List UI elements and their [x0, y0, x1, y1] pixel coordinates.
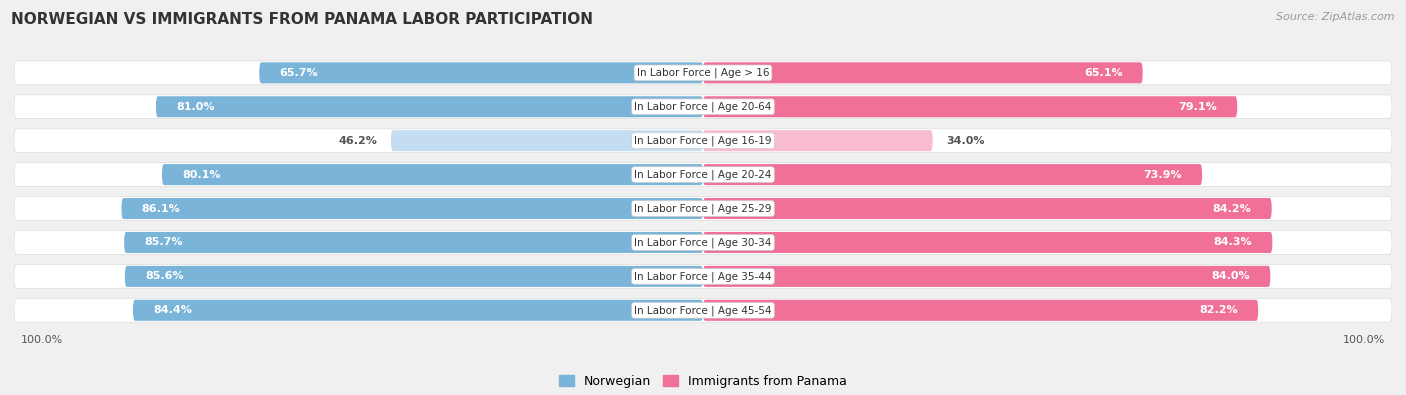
- FancyBboxPatch shape: [703, 300, 1258, 321]
- FancyBboxPatch shape: [14, 231, 1392, 254]
- Text: 85.6%: 85.6%: [145, 271, 184, 281]
- Text: 84.0%: 84.0%: [1212, 271, 1250, 281]
- Text: 73.9%: 73.9%: [1143, 169, 1182, 180]
- Text: 34.0%: 34.0%: [946, 136, 984, 146]
- FancyBboxPatch shape: [703, 232, 1272, 253]
- Text: In Labor Force | Age 30-34: In Labor Force | Age 30-34: [634, 237, 772, 248]
- FancyBboxPatch shape: [121, 198, 703, 219]
- Text: 79.1%: 79.1%: [1178, 102, 1218, 112]
- Text: 80.1%: 80.1%: [183, 169, 221, 180]
- Text: In Labor Force | Age 45-54: In Labor Force | Age 45-54: [634, 305, 772, 316]
- FancyBboxPatch shape: [391, 130, 703, 151]
- FancyBboxPatch shape: [259, 62, 703, 83]
- FancyBboxPatch shape: [14, 265, 1392, 288]
- Legend: Norwegian, Immigrants from Panama: Norwegian, Immigrants from Panama: [554, 370, 852, 393]
- FancyBboxPatch shape: [14, 299, 1392, 322]
- FancyBboxPatch shape: [14, 61, 1392, 85]
- Text: In Labor Force | Age 25-29: In Labor Force | Age 25-29: [634, 203, 772, 214]
- FancyBboxPatch shape: [703, 96, 1237, 117]
- FancyBboxPatch shape: [124, 232, 703, 253]
- FancyBboxPatch shape: [156, 96, 703, 117]
- Text: 86.1%: 86.1%: [142, 203, 180, 214]
- Text: 82.2%: 82.2%: [1199, 305, 1237, 315]
- Text: In Labor Force | Age > 16: In Labor Force | Age > 16: [637, 68, 769, 78]
- Text: NORWEGIAN VS IMMIGRANTS FROM PANAMA LABOR PARTICIPATION: NORWEGIAN VS IMMIGRANTS FROM PANAMA LABO…: [11, 12, 593, 27]
- Text: 65.7%: 65.7%: [280, 68, 318, 78]
- FancyBboxPatch shape: [703, 266, 1271, 287]
- Text: 84.4%: 84.4%: [153, 305, 193, 315]
- Text: 85.7%: 85.7%: [145, 237, 183, 247]
- FancyBboxPatch shape: [703, 62, 1143, 83]
- FancyBboxPatch shape: [134, 300, 703, 321]
- FancyBboxPatch shape: [14, 197, 1392, 220]
- Text: 81.0%: 81.0%: [176, 102, 215, 112]
- FancyBboxPatch shape: [703, 164, 1202, 185]
- Text: 100.0%: 100.0%: [21, 335, 63, 345]
- FancyBboxPatch shape: [162, 164, 703, 185]
- Text: In Labor Force | Age 20-24: In Labor Force | Age 20-24: [634, 169, 772, 180]
- FancyBboxPatch shape: [14, 163, 1392, 186]
- Text: In Labor Force | Age 20-64: In Labor Force | Age 20-64: [634, 102, 772, 112]
- FancyBboxPatch shape: [703, 198, 1271, 219]
- Text: 84.2%: 84.2%: [1213, 203, 1251, 214]
- FancyBboxPatch shape: [14, 95, 1392, 118]
- Text: In Labor Force | Age 35-44: In Labor Force | Age 35-44: [634, 271, 772, 282]
- FancyBboxPatch shape: [703, 130, 932, 151]
- Text: 46.2%: 46.2%: [339, 136, 377, 146]
- Text: 100.0%: 100.0%: [1343, 335, 1385, 345]
- Text: In Labor Force | Age 16-19: In Labor Force | Age 16-19: [634, 135, 772, 146]
- Text: 84.3%: 84.3%: [1213, 237, 1253, 247]
- FancyBboxPatch shape: [14, 129, 1392, 152]
- Text: 65.1%: 65.1%: [1084, 68, 1122, 78]
- Text: Source: ZipAtlas.com: Source: ZipAtlas.com: [1277, 12, 1395, 22]
- FancyBboxPatch shape: [125, 266, 703, 287]
